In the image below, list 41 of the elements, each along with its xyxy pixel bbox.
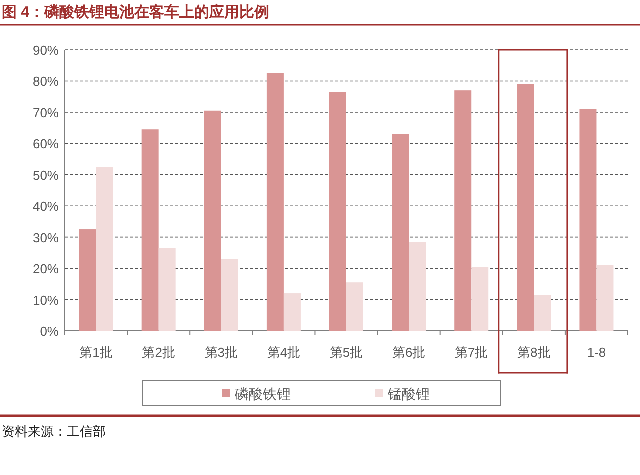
y-tick-label: 50%: [32, 168, 60, 183]
bar: [221, 259, 238, 331]
y-tick-label: 10%: [32, 292, 60, 308]
bar: [346, 282, 364, 331]
x-tick-label: 第4批: [267, 345, 301, 360]
x-tick-label: 第8批: [518, 345, 551, 360]
legend-label: 磷酸铁锂: [234, 386, 291, 402]
bar: [534, 295, 552, 331]
x-tick-label: 第7批: [454, 345, 488, 360]
bar: [204, 110, 222, 331]
chart-title: 图 4：磷酸铁锂电池在客车上的应用比例: [2, 3, 270, 21]
y-tick-label: 40%: [32, 199, 60, 214]
bar: [472, 266, 489, 331]
bar: [580, 109, 597, 331]
bar: [266, 73, 284, 331]
y-tick-label: 20%: [32, 262, 60, 277]
y-tick-label: 60%: [32, 136, 60, 152]
bar: [158, 248, 176, 331]
x-tick-label: 第2批: [142, 345, 176, 360]
x-tick-label: 1-8: [587, 345, 606, 360]
text: 资料来源：工信部: [2, 424, 106, 439]
bar: [596, 265, 614, 331]
bar: [517, 84, 534, 331]
bar: [392, 134, 410, 331]
bar: [454, 90, 472, 331]
bar: [409, 242, 426, 331]
y-tick-label: 30%: [32, 230, 60, 246]
bar: [79, 230, 96, 331]
bar: [142, 130, 159, 331]
x-tick-label: 第6批: [392, 345, 426, 360]
x-tick-label: 第3批: [204, 345, 238, 360]
bar: [284, 294, 301, 331]
y-tick-label: 0%: [40, 324, 60, 339]
y-tick-label: 80%: [32, 74, 60, 90]
y-tick-label: 90%: [32, 43, 60, 58]
bar: [96, 167, 114, 331]
y-tick-label: 70%: [32, 105, 60, 120]
x-tick-label: 第5批: [330, 345, 364, 360]
legend-label: 锰酸锂: [387, 386, 430, 402]
bar: [330, 92, 346, 331]
x-tick-label: 第1批: [80, 345, 113, 360]
